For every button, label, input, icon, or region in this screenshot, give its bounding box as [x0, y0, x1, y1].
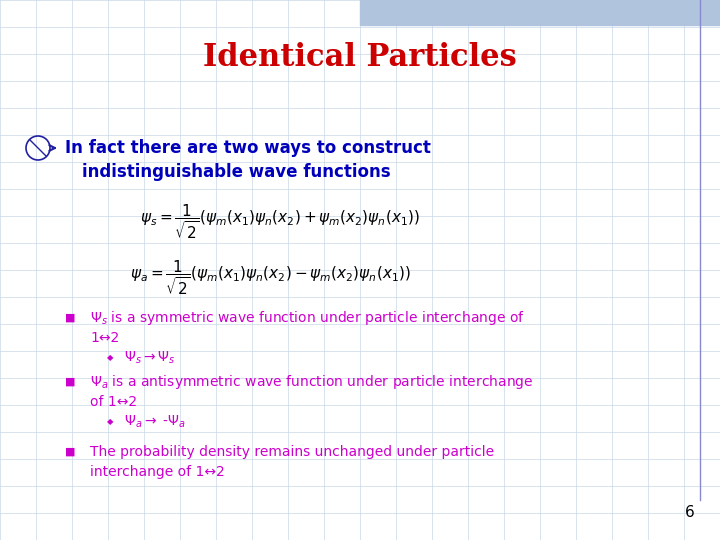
Text: ◆: ◆: [107, 354, 113, 362]
Text: $\Psi_s \rightarrow \Psi_s$: $\Psi_s \rightarrow \Psi_s$: [124, 350, 176, 366]
Text: $\Psi_a$ is a antisymmetric wave function under particle interchange: $\Psi_a$ is a antisymmetric wave functio…: [90, 373, 534, 391]
Text: 6: 6: [685, 505, 695, 520]
Text: The probability density remains unchanged under particle: The probability density remains unchange…: [90, 445, 494, 459]
Text: of 1↔2: of 1↔2: [90, 395, 137, 409]
Text: ■: ■: [65, 313, 76, 323]
Text: $\Psi_a \rightarrow$ -$\Psi_a$: $\Psi_a \rightarrow$ -$\Psi_a$: [124, 414, 186, 430]
Text: indistinguishable wave functions: indistinguishable wave functions: [82, 163, 391, 181]
Text: ■: ■: [65, 447, 76, 457]
Text: Identical Particles: Identical Particles: [203, 43, 517, 73]
Text: In fact there are two ways to construct: In fact there are two ways to construct: [65, 139, 431, 157]
Text: ■: ■: [65, 377, 76, 387]
Text: ◆: ◆: [107, 417, 113, 427]
Text: $\psi_s = \dfrac{1}{\sqrt{2}}\left(\psi_m(x_1)\psi_n(x_2)+\psi_m(x_2)\psi_n(x_1): $\psi_s = \dfrac{1}{\sqrt{2}}\left(\psi_…: [140, 202, 420, 241]
Text: interchange of 1↔2: interchange of 1↔2: [90, 465, 225, 479]
Bar: [360, 0, 720, 25]
Text: $\Psi_s$ is a symmetric wave function under particle interchange of: $\Psi_s$ is a symmetric wave function un…: [90, 309, 525, 327]
Text: 1↔2: 1↔2: [90, 331, 120, 345]
Text: $\psi_a = \dfrac{1}{\sqrt{2}}\left(\psi_m(x_1)\psi_n(x_2)-\psi_m(x_2)\psi_n(x_1): $\psi_a = \dfrac{1}{\sqrt{2}}\left(\psi_…: [130, 259, 410, 298]
